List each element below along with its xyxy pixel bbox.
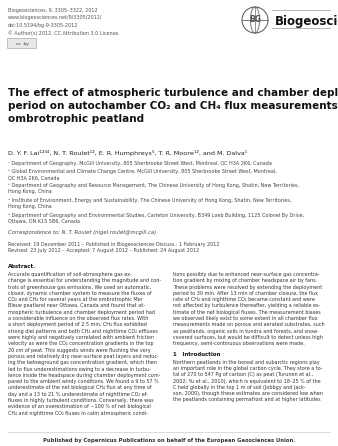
Text: we observed likely exist to some extent in all chamber flux: we observed likely exist to some extent … xyxy=(173,316,318,321)
Text: the peatlands containing permafrost and at higher latitudes: the peatlands containing permafrost and … xyxy=(173,397,321,402)
Text: strong diel patterns and both CH₄ and nighttime CO₂ effluxes: strong diel patterns and both CH₄ and ni… xyxy=(8,329,158,334)
Text: fluxes in highly turbulent conditions. Conversely, there was: fluxes in highly turbulent conditions. C… xyxy=(8,398,154,403)
Text: were highly and negatively correlated with ambient friction: were highly and negatively correlated wi… xyxy=(8,335,154,340)
Text: measurements made on porous and aerated substrates, such: measurements made on porous and aerated … xyxy=(173,322,324,327)
Text: Northern peatlands in the boreal and subarctic regions play: Northern peatlands in the boreal and sub… xyxy=(173,359,320,364)
Text: Correspondence to: N. T. Roulet (nigel.roulet@mcgill.ca): Correspondence to: N. T. Roulet (nigel.r… xyxy=(8,230,156,235)
Text: rate of CH₄ and nighttime CO₂ became constant and were: rate of CH₄ and nighttime CO₂ became con… xyxy=(173,297,315,302)
Text: timate of the net biological fluxes. The measurement biases: timate of the net biological fluxes. The… xyxy=(173,310,321,315)
Text: These problems were resolved by extending the deployment: These problems were resolved by extendin… xyxy=(173,285,322,289)
Text: Biogeosciences, 9, 3305–3322, 2012: Biogeosciences, 9, 3305–3322, 2012 xyxy=(8,8,98,13)
Text: doi:10.5194/bg-9-3305-2012: doi:10.5194/bg-9-3305-2012 xyxy=(8,23,78,28)
Text: BG: BG xyxy=(249,16,261,25)
Text: period to 30 min. After 13 min of chamber closure, the flux: period to 30 min. After 13 min of chambe… xyxy=(173,291,318,296)
Text: Accurate quantification of soil-atmosphere gas ex-: Accurate quantification of soil-atmosphe… xyxy=(8,272,132,277)
Text: not affected by turbulence thereafter, yielding a reliable es-: not affected by turbulence thereafter, y… xyxy=(173,303,320,309)
Text: www.biogeosciences.net/9/3305/2012/: www.biogeosciences.net/9/3305/2012/ xyxy=(8,16,102,21)
Text: The effect of atmospheric turbulence and chamber deployment
period on autochambe: The effect of atmospheric turbulence and… xyxy=(8,88,338,124)
Text: Published by Copernicus Publications on behalf of the European Geosciences Union: Published by Copernicus Publications on … xyxy=(43,438,295,443)
Text: a considerable influence on the observed flux rates. With: a considerable influence on the observed… xyxy=(8,316,148,321)
Text: mospheric turbulence and chamber deployment period had: mospheric turbulence and chamber deploym… xyxy=(8,310,155,315)
Text: trols of greenhouse gas emissions. We used an automatic,: trols of greenhouse gas emissions. We us… xyxy=(8,285,151,289)
Text: evidence of an overestimation of ~100 % of net biological: evidence of an overestimation of ~100 % … xyxy=(8,405,151,409)
Text: Biogeosciences: Biogeosciences xyxy=(275,15,338,28)
Text: son, 2000), though these estimates are considered low when: son, 2000), though these estimates are c… xyxy=(173,391,323,396)
Text: ⁴ Institute of Environment, Energy and Sustainability, The Chinese University of: ⁴ Institute of Environment, Energy and S… xyxy=(8,198,291,209)
Text: ⁵ Department of Geography and Environmental Studies, Carleton University, B349 L: ⁵ Department of Geography and Environmen… xyxy=(8,212,304,223)
Text: lence inside the headspace during chamber deployment com-: lence inside the headspace during chambe… xyxy=(8,373,160,378)
Text: day and a 13 to 21 % underestimate of nighttime CO₂ ef-: day and a 13 to 21 % underestimate of ni… xyxy=(8,392,148,396)
Text: ² Global Environmental and Climate Change Centre, McGill University, 805 Sherbro: ² Global Environmental and Climate Chang… xyxy=(8,169,277,180)
Text: 20 cm of peat. This suggests winds were flushing the very: 20 cm of peat. This suggests winds were … xyxy=(8,347,151,353)
Text: ¹ Department of Geography, McGill University, 805 Sherbrooke Street West, Montre: ¹ Department of Geography, McGill Univer… xyxy=(8,161,272,166)
Text: tal of 270 to 547 Pg of carbon (C) as peat (Turunen et al.,: tal of 270 to 547 Pg of carbon (C) as pe… xyxy=(173,372,313,377)
Text: 1   Introduction: 1 Introduction xyxy=(173,351,220,357)
FancyBboxPatch shape xyxy=(7,38,37,49)
Text: CH₄ and nighttime CO₂ fluxes in calm atmospheric condi-: CH₄ and nighttime CO₂ fluxes in calm atm… xyxy=(8,411,148,416)
Text: D. Y. F. Lai¹²³⁴, N. T. Roulet¹², E. R. Humphreys⁵, T. R. Moore¹², and M. Dalva¹: D. Y. F. Lai¹²³⁴, N. T. Roulet¹², E. R. … xyxy=(8,150,247,156)
Text: closed, dynamic chamber system to measure the fluxes of: closed, dynamic chamber system to measur… xyxy=(8,291,152,296)
Text: velocity as were the CO₂ concentration gradients in the top: velocity as were the CO₂ concentration g… xyxy=(8,341,153,346)
Text: led to flux underestimations owing to a decrease in turbu-: led to flux underestimations owing to a … xyxy=(8,367,151,372)
Text: ³ Department of Geography and Resource Management, The Chinese University of Hon: ³ Department of Geography and Resource M… xyxy=(8,183,299,194)
Text: as peatlands, organic soils in tundra and forests, and snow-: as peatlands, organic soils in tundra an… xyxy=(173,329,319,334)
Text: Received: 19 December 2011 – Published in Biogeosciences Discuss.: 1 February 20: Received: 19 December 2011 – Published i… xyxy=(8,242,219,253)
Text: porous and relatively dry near-surface peat layers and reduc-: porous and relatively dry near-surface p… xyxy=(8,354,159,359)
Text: frequency, semi-continuous observations were made.: frequency, semi-continuous observations … xyxy=(173,341,305,346)
Text: 2002; Yu et al., 2010), which is equivalent to 18–25 % of the: 2002; Yu et al., 2010), which is equival… xyxy=(173,379,321,384)
Text: underestimate of the net biological CH₄ flux at any time of: underestimate of the net biological CH₄ … xyxy=(8,385,152,390)
Text: covered surfaces, but would be difficult to detect unless high: covered surfaces, but would be difficult… xyxy=(173,335,323,340)
Text: tions possibly due to enhanced near-surface gas concentra-: tions possibly due to enhanced near-surf… xyxy=(173,272,320,277)
Text: ing the belowground gas concentration gradient, which then: ing the belowground gas concentration gr… xyxy=(8,360,157,365)
Text: tion gradient by mixing of chamber headspace air by fans.: tion gradient by mixing of chamber heads… xyxy=(173,278,317,283)
Text: © Author(s) 2012. CC Attribution 3.0 License.: © Author(s) 2012. CC Attribution 3.0 Lic… xyxy=(8,30,120,36)
Text: an important role in the global carbon cycle. They store a to-: an important role in the global carbon c… xyxy=(173,366,323,371)
Text: change is essential for understanding the magnitude and con-: change is essential for understanding th… xyxy=(8,278,161,283)
Text: C held globally in the top 1 m of soil (Jobbgy and Jack-: C held globally in the top 1 m of soil (… xyxy=(173,385,306,390)
Text: CO₂ and CH₄ for several years at the ombrotrophic Mer: CO₂ and CH₄ for several years at the omb… xyxy=(8,297,143,302)
Circle shape xyxy=(242,7,268,33)
Text: Bleue peatland near Ottawa, Canada and found that at-: Bleue peatland near Ottawa, Canada and f… xyxy=(8,303,145,309)
Text: Abstract.: Abstract. xyxy=(8,264,36,269)
Text: pared to the ambient windy conditions. We found a 9 to 57 %: pared to the ambient windy conditions. W… xyxy=(8,379,159,384)
Text: a short deployment period of 2.5 min, CH₄ flux exhibited: a short deployment period of 2.5 min, CH… xyxy=(8,322,147,327)
Text: cc  by: cc by xyxy=(16,41,28,45)
